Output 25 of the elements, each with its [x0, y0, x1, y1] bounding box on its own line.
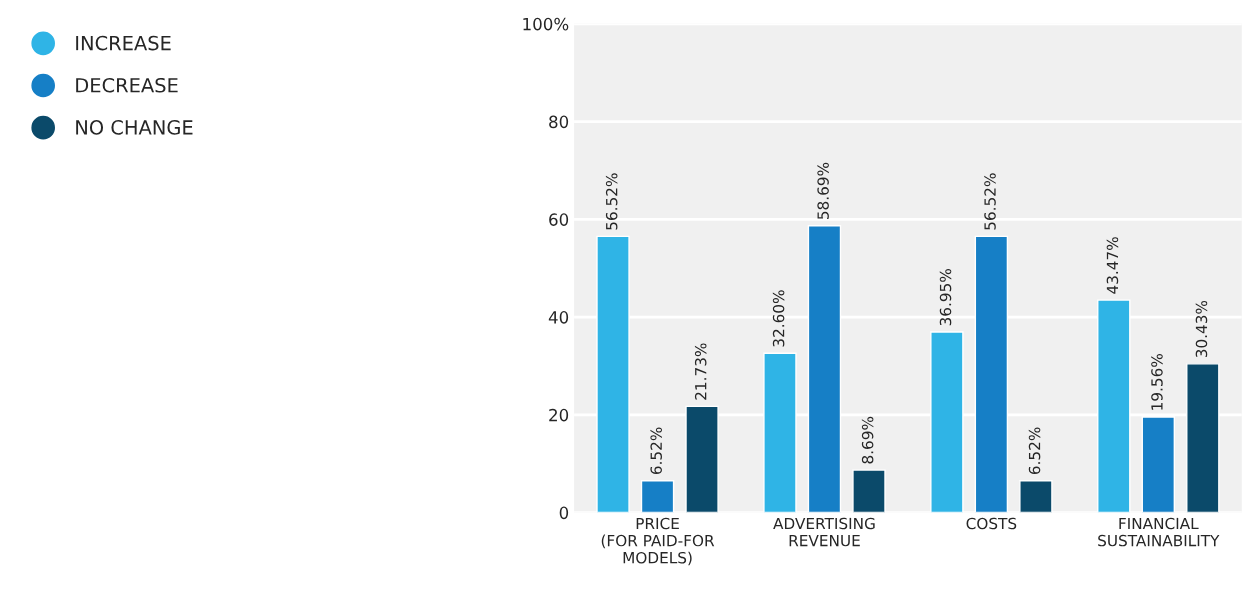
- data-label: 19.56%: [1151, 354, 1163, 410]
- data-label: 6.52%: [650, 427, 662, 475]
- data-label: 32.60%: [772, 290, 785, 347]
- data-label: 56.52%: [984, 173, 996, 230]
- data-label: 6.52%: [1028, 427, 1041, 475]
- data-label: 58.69%: [817, 162, 829, 219]
- legend-label: DECREASE: [76, 77, 178, 93]
- legend-label: INCREASE: [76, 35, 171, 51]
- data-label: 43.47%: [1106, 237, 1119, 294]
- data-label: 36.95%: [939, 269, 952, 326]
- data-label: 8.69%: [861, 416, 874, 464]
- y-tick-label: 80: [549, 115, 569, 129]
- x-tick-label: PRICE (FOR PAID-FOR MODELS): [601, 517, 715, 566]
- y-tick-label: 0: [559, 506, 569, 520]
- data-label: 21.73%: [694, 343, 707, 400]
- x-tick-label: COSTS: [966, 517, 1017, 530]
- legend-label: NO CHANGE: [76, 120, 193, 135]
- x-tick-label: ADVERTISING REVENUE: [773, 517, 875, 547]
- data-label: 30.43%: [1195, 300, 1208, 358]
- x-tick-label: FINANCIAL SUSTAINABILITY: [1098, 517, 1220, 547]
- y-tick-label: 100%: [523, 17, 569, 31]
- data-label: 56.52%: [605, 173, 618, 230]
- y-tick-label: 40: [548, 311, 569, 324]
- y-tick-label: 20: [549, 408, 569, 422]
- y-tick-label: 60: [549, 213, 569, 226]
